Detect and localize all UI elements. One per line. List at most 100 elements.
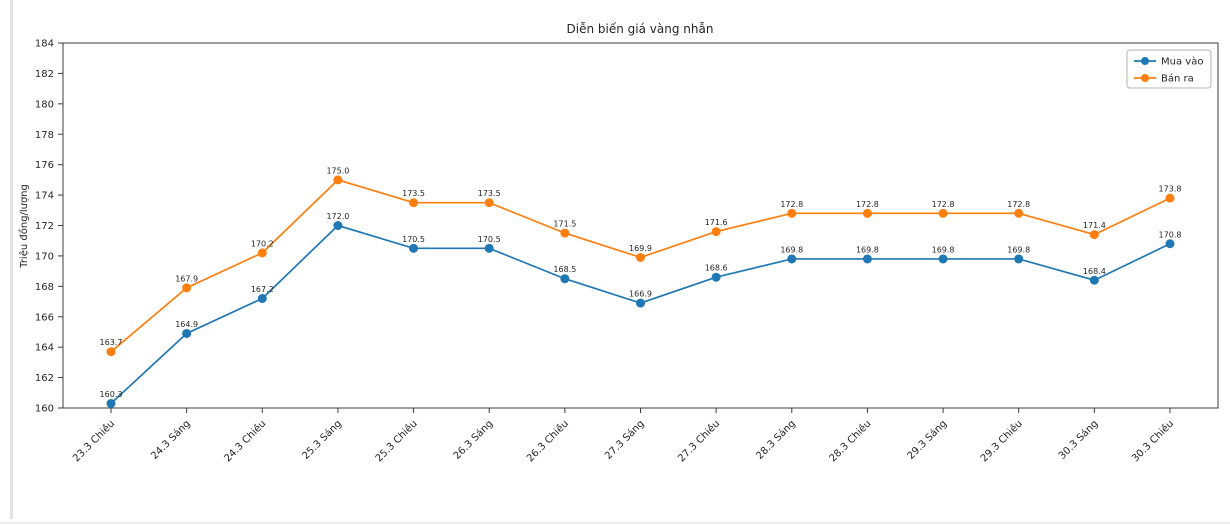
data-point-marker [106,398,116,408]
point-value-label: 169.8 [932,245,955,254]
data-point-marker [938,254,948,264]
chart-canvas: Diễn biến giá vàng nhẫn Triệu đồng/lượng… [18,22,1219,464]
point-value-label: 172.8 [1007,200,1030,209]
data-point-marker [787,208,797,218]
point-value-label: 168.6 [705,264,728,273]
data-point-marker [1089,275,1099,285]
data-point-marker [333,221,343,230]
point-value-label: 172.0 [326,212,349,221]
y-tick-label: 164 [35,343,54,354]
point-value-labels: 160.3 164.9 167.2 172.0 170.5 170.5 168.5 166.9… [100,166,1182,399]
point-value-label: 171.6 [705,218,728,227]
data-point-marker [636,252,645,262]
data-point-marker [1165,239,1175,249]
y-tick-label: 168 [35,282,54,293]
y-tick-label: 172 [35,221,54,232]
data-point-marker [636,298,645,308]
x-tick-label: 23.3 Chiều [70,418,117,465]
x-tick-label: 28.3 Sáng [754,418,798,462]
y-tick-label: 162 [35,373,54,384]
data-point-marker [711,272,721,282]
point-value-label: 166.9 [629,290,652,299]
point-value-label: 172.8 [932,200,955,209]
data-point-marker [938,208,948,218]
point-value-label: 169.8 [856,245,879,254]
legend-sample-marker [1141,74,1149,82]
data-point-marker [711,227,721,237]
point-value-label: 169.8 [1007,245,1030,254]
point-value-label: 173.5 [402,189,425,198]
y-tick-label: 178 [35,130,54,141]
data-point-marker [182,328,192,338]
point-value-label: 173.5 [478,189,501,198]
data-point-marker [106,347,116,357]
point-value-label: 168.5 [553,265,576,274]
panel-left-border [10,0,13,519]
point-value-label: 170.2 [251,239,274,248]
legend-label: Mua vào [1161,56,1203,68]
point-value-label: 172.8 [856,200,879,209]
legend: Mua vào Bán ra [1126,49,1212,89]
x-tick-label: 24.3 Chiều [222,418,269,465]
x-tick-label: 27.3 Chiều [676,418,723,465]
point-value-label: 170.8 [1159,230,1182,239]
data-point-marker [484,243,494,253]
point-value-label: 167.9 [175,274,198,283]
y-axis-title: Triệu đồng/lượng [18,184,30,269]
data-point-marker [257,248,267,258]
point-value-label: 169.8 [780,245,803,254]
data-point-marker [1014,208,1024,218]
x-tick-label: 25.3 Chiều [373,418,420,465]
point-value-label: 167.2 [251,285,274,294]
data-point-marker [409,243,419,253]
x-tick-label: 28.3 Chiều [827,418,874,465]
x-tick-label: 25.3 Sáng [300,418,344,462]
y-tick-label: 174 [35,191,54,202]
legend-label: Bán ra [1161,73,1194,85]
data-point-marker [560,274,570,284]
data-point-marker [409,198,419,208]
x-tick-label: 29.3 Chiều [978,418,1025,465]
data-point-marker [1165,193,1175,203]
series-lines [106,175,1175,408]
panel-bottom-border [0,522,1230,524]
y-tick-label: 170 [35,251,54,262]
point-value-label: 170.5 [478,235,501,244]
data-point-marker [560,228,570,238]
y-tick-label: 180 [35,99,54,110]
data-point-marker [257,294,267,303]
point-value-label: 164.9 [175,320,198,329]
x-tick-label: 24.3 Sáng [148,418,192,462]
data-point-marker [333,175,343,185]
x-axis-ticks: 23.3 Chiều 24.3 Sáng 24.3 Chiều 25.3 Sáng 25… [70,408,1176,464]
data-point-marker [1014,254,1024,264]
data-point-marker [787,254,797,264]
gold-price-chart: Diễn biến giá vàng nhẫn Triệu đồng/lượng… [14,0,1230,520]
point-value-label: 169.9 [629,244,652,253]
data-point-marker [484,198,494,208]
legend-sample-marker [1141,57,1149,65]
y-tick-label: 176 [35,160,54,171]
x-tick-label: 30.3 Sáng [1056,418,1100,462]
plot-box [62,42,1219,409]
point-value-label: 168.4 [1083,267,1106,276]
x-tick-label: 26.3 Chiều [524,418,571,465]
y-tick-label: 184 [35,39,54,50]
point-value-label: 172.8 [780,200,803,209]
point-value-label: 171.5 [553,220,576,229]
x-tick-label: 30.3 Chiều [1129,418,1176,465]
point-value-label: 173.8 [1159,185,1182,194]
x-tick-label: 29.3 Sáng [905,418,949,462]
x-tick-label: 27.3 Sáng [602,418,646,462]
data-point-marker [182,283,192,293]
data-point-marker [1089,230,1099,240]
point-value-label: 175.0 [326,166,349,175]
y-tick-label: 160 [35,404,54,415]
point-value-label: 163.7 [100,338,123,347]
x-tick-label: 26.3 Sáng [451,418,495,462]
y-tick-label: 182 [35,69,54,80]
data-point-marker [862,208,872,218]
chart-title: Diễn biến giá vàng nhẫn [567,22,714,36]
data-point-marker [862,254,872,264]
point-value-label: 160.3 [100,390,123,399]
